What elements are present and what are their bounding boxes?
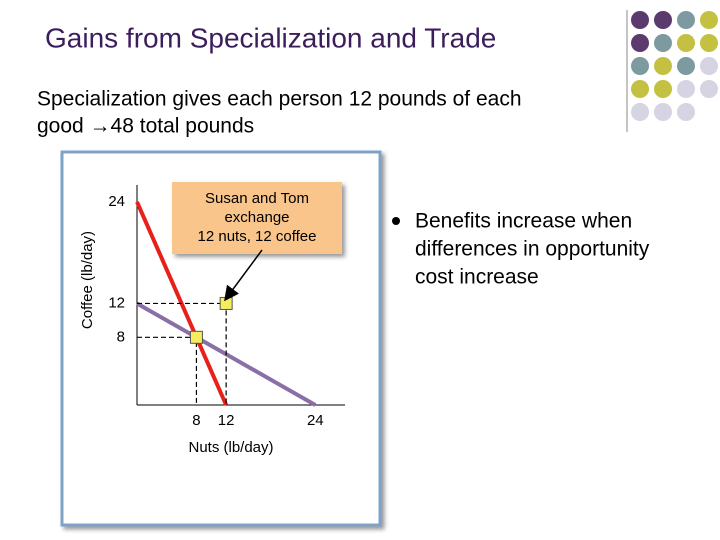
x-tick-label: 12	[218, 412, 235, 429]
bullet-line: differences in opportunity	[415, 238, 650, 261]
bullet-line: Benefits increase when	[415, 210, 632, 233]
y-tick-label: 12	[108, 294, 125, 311]
subtitle-line: Specialization gives each person 12 poun…	[37, 88, 522, 111]
y-axis-label: Coffee (lb/day)	[79, 231, 96, 329]
point	[189, 330, 203, 344]
callout-line: exchange	[224, 209, 289, 226]
callout-box	[172, 182, 342, 254]
x-axis-label: Nuts (lb/day)	[188, 439, 273, 456]
x-tick-label: 8	[192, 412, 200, 429]
y-tick-label: 8	[117, 328, 125, 345]
subtitle-line: good →48 total pounds	[37, 115, 254, 138]
decor-dots	[626, 10, 718, 132]
callout-arrow	[224, 249, 263, 302]
callout-line: Susan and Tom	[205, 190, 309, 207]
callout-line: 12 nuts, 12 coffee	[198, 228, 317, 245]
bullet-dot	[392, 217, 400, 225]
y-tick-label: 24	[108, 193, 125, 210]
slide-title: Gains from Specialization and Trade	[45, 22, 496, 53]
plot: 8 12 24 8 12 24 Nuts (lb/day) Coffee (lb/day)	[79, 185, 345, 456]
bullet-line: cost increase	[415, 266, 539, 289]
x-tick-label: 24	[307, 412, 324, 429]
